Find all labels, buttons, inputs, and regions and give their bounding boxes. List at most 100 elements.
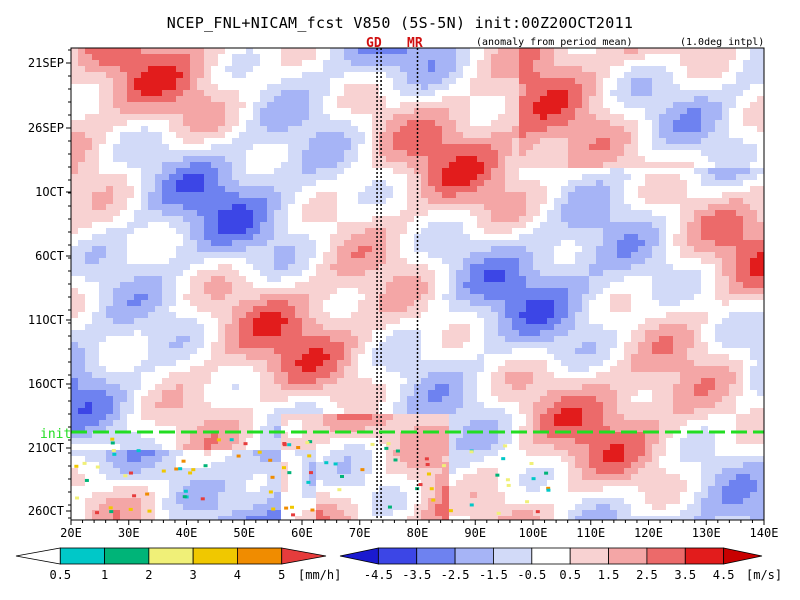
heat-cell (449, 264, 456, 270)
heat-cell (743, 318, 750, 324)
heat-cell (505, 156, 512, 162)
heat-cell (176, 114, 183, 120)
heat-cell (610, 96, 617, 102)
heat-cell (393, 270, 400, 276)
heat-cell (666, 270, 673, 276)
heat-cell (211, 138, 218, 144)
heat-cell (330, 66, 337, 72)
heat-cell (617, 138, 624, 144)
heat-cell (71, 174, 78, 180)
heat-cell (246, 186, 253, 192)
heat-cell (302, 252, 309, 258)
heat-cell (456, 102, 463, 108)
heat-cell (659, 48, 666, 54)
heat-cell (281, 288, 288, 294)
heat-cell (183, 162, 190, 168)
heat-cell (631, 138, 638, 144)
heat-cell (344, 216, 351, 222)
heat-cell (589, 108, 596, 114)
heat-cell (253, 324, 260, 330)
heat-cell (176, 54, 183, 60)
heat-cell (582, 114, 589, 120)
heat-cell (85, 318, 92, 324)
heat-cell (526, 144, 533, 150)
heat-cell (351, 186, 358, 192)
heat-cell (652, 96, 659, 102)
heat-cell (540, 54, 547, 60)
heat-cell (218, 258, 225, 264)
heat-cell (421, 96, 428, 102)
heat-cell (141, 252, 148, 258)
heat-cell (694, 186, 701, 192)
heat-cell (316, 192, 323, 198)
heat-cell (701, 240, 708, 246)
heat-cell (645, 84, 652, 90)
heat-cell (603, 306, 610, 312)
heat-cell (358, 198, 365, 204)
heat-cell (99, 192, 106, 198)
heat-cell (183, 174, 190, 180)
heat-cell (631, 258, 638, 264)
heat-cell (428, 192, 435, 198)
heat-cell (624, 84, 631, 90)
heat-cell (505, 228, 512, 234)
heat-cell (757, 216, 764, 222)
heat-cell (393, 276, 400, 282)
heat-cell (694, 174, 701, 180)
heat-cell (498, 276, 505, 282)
heat-cell (666, 234, 673, 240)
heat-cell (78, 210, 85, 216)
heat-cell (561, 324, 568, 330)
heat-cell (757, 210, 764, 216)
heat-cell (141, 132, 148, 138)
heat-cell (519, 264, 526, 270)
heat-cell (666, 72, 673, 78)
heat-cell (575, 276, 582, 282)
heat-cell (568, 234, 575, 240)
heat-cell (414, 60, 421, 66)
heat-cell (99, 84, 106, 90)
heat-cell (589, 312, 596, 318)
heat-cell (428, 270, 435, 276)
heat-cell (351, 204, 358, 210)
heat-cell (589, 54, 596, 60)
heat-cell (379, 258, 386, 264)
heat-cell (596, 90, 603, 96)
heat-cell (71, 102, 78, 108)
heat-cell (239, 300, 246, 306)
heat-cell (638, 90, 645, 96)
heat-cell (400, 168, 407, 174)
heat-cell (484, 102, 491, 108)
heat-cell (687, 138, 694, 144)
heat-cell (512, 156, 519, 162)
heat-cell (323, 342, 330, 348)
heat-cell (456, 342, 463, 348)
heat-cell (92, 138, 99, 144)
heat-cell (610, 330, 617, 336)
heat-cell (337, 276, 344, 282)
heat-cell (386, 204, 393, 210)
heat-cell (344, 162, 351, 168)
heat-cell (323, 192, 330, 198)
heat-cell (757, 156, 764, 162)
heat-cell (729, 198, 736, 204)
heat-cell (155, 114, 162, 120)
heat-cell (330, 330, 337, 336)
heat-cell (197, 228, 204, 234)
heat-cell (512, 276, 519, 282)
heat-cell (414, 312, 421, 318)
heat-cell (624, 342, 631, 348)
heat-cell (743, 108, 750, 114)
heat-cell (295, 252, 302, 258)
heat-cell (554, 102, 561, 108)
heat-cell (463, 282, 470, 288)
heat-cell (498, 234, 505, 240)
heat-cell (554, 264, 561, 270)
heat-cell (204, 84, 211, 90)
heat-cell (589, 252, 596, 258)
heat-cell (232, 324, 239, 330)
heat-cell (407, 162, 414, 168)
heat-cell (379, 324, 386, 330)
heat-cell (295, 168, 302, 174)
heat-cell (477, 60, 484, 66)
